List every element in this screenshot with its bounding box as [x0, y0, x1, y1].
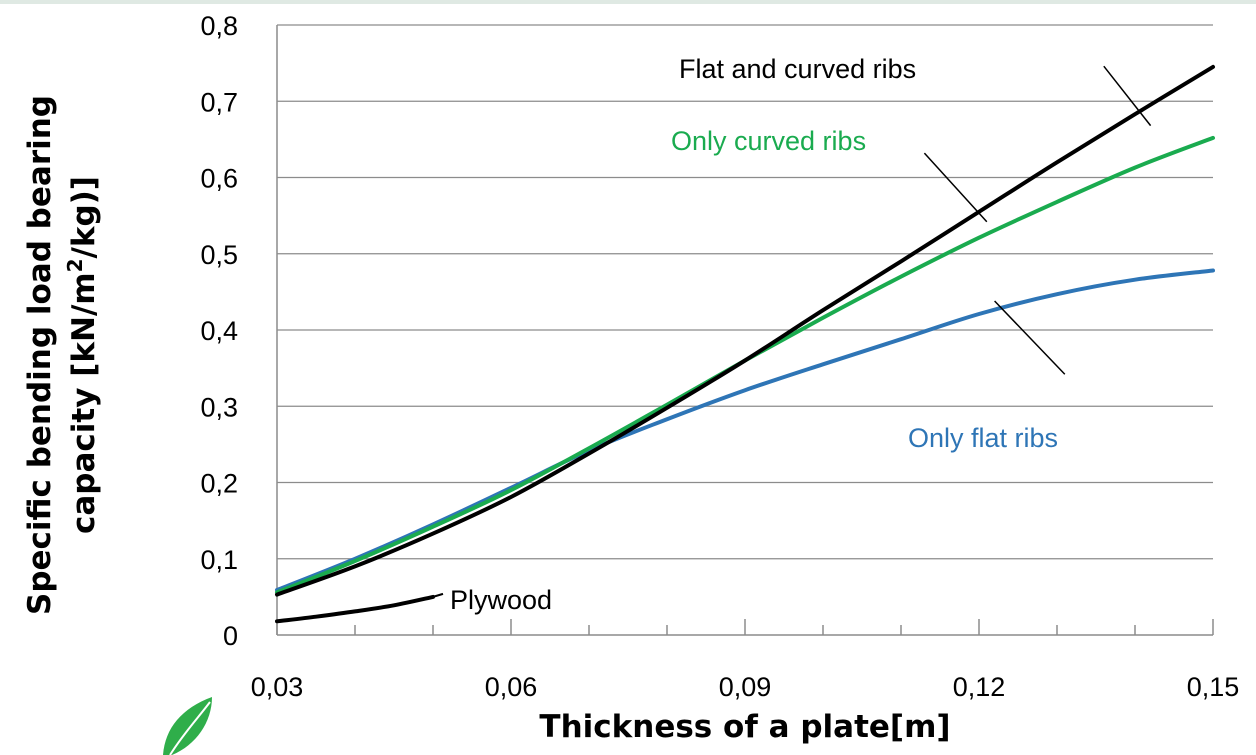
leader-line-plywood	[432, 592, 444, 598]
x-axis-title: Thickness of a plate[m]	[539, 709, 950, 745]
y-axis-title-line2: capacity [kN/m2/kg)]	[63, 176, 102, 534]
y-tick-label: 0,8	[200, 11, 238, 41]
top-accent-bar	[0, 0, 1256, 4]
series-label-plywood: Plywood	[450, 585, 552, 615]
y-axis-title-superscript: 2	[63, 258, 87, 272]
y-axis-title-line1: Specific bending load bearing	[22, 95, 58, 615]
x-tick-label: 0,12	[953, 672, 1006, 702]
annotation-leaders	[432, 65, 1152, 598]
x-tick-label: 0,03	[251, 672, 304, 702]
y-tick-label: 0,5	[200, 240, 238, 270]
series-label-flat-and-curved-ribs: Flat and curved ribs	[679, 54, 916, 84]
y-tick-labels: 0 0,1 0,2 0,3 0,4 0,5 0,6 0,7 0,8	[200, 11, 238, 651]
y-tick-label: 0,6	[200, 164, 238, 194]
x-tick-label: 0,06	[485, 672, 538, 702]
series-line-flat-and-curved-ribs	[275, 64, 1215, 597]
x-tick-label: 0,15	[1187, 672, 1240, 702]
y-axis-title-prefix: capacity [kN/m	[66, 272, 102, 534]
y-tick-label: 0,1	[200, 545, 238, 575]
leader-line-only-curved-ribs	[923, 152, 988, 223]
leader-line-flat-and-curved-ribs	[1103, 65, 1152, 127]
leaf-logo-icon	[163, 697, 212, 755]
y-axis-title-suffix: /kg)]	[66, 176, 102, 258]
series-label-only-curved-ribs: Only curved ribs	[671, 126, 866, 156]
y-tick-label: 0	[223, 621, 238, 651]
series-label-only-flat-ribs: Only flat ribs	[908, 423, 1058, 453]
series-line-plywood	[275, 594, 435, 624]
x-tick-label: 0,09	[719, 672, 772, 702]
series-labels: Flat and curved ribs Only curved ribs Only…	[450, 54, 1058, 615]
y-tick-label: 0,4	[200, 316, 238, 346]
x-tick-labels: 0,03 0,06 0,09 0,12 0,15	[251, 672, 1240, 702]
y-tick-label: 0,3	[200, 392, 238, 422]
leader-line-only-flat-ribs	[994, 300, 1066, 375]
gridlines	[277, 24, 1213, 560]
series-line-only-curved-ribs	[275, 135, 1215, 595]
y-axis-title: Specific bending load bearing capacity […	[22, 95, 102, 615]
y-tick-label: 0,7	[200, 87, 238, 117]
series-line-only-flat-ribs	[275, 268, 1215, 592]
series-lines	[275, 64, 1215, 624]
y-tick-label: 0,2	[200, 469, 238, 499]
